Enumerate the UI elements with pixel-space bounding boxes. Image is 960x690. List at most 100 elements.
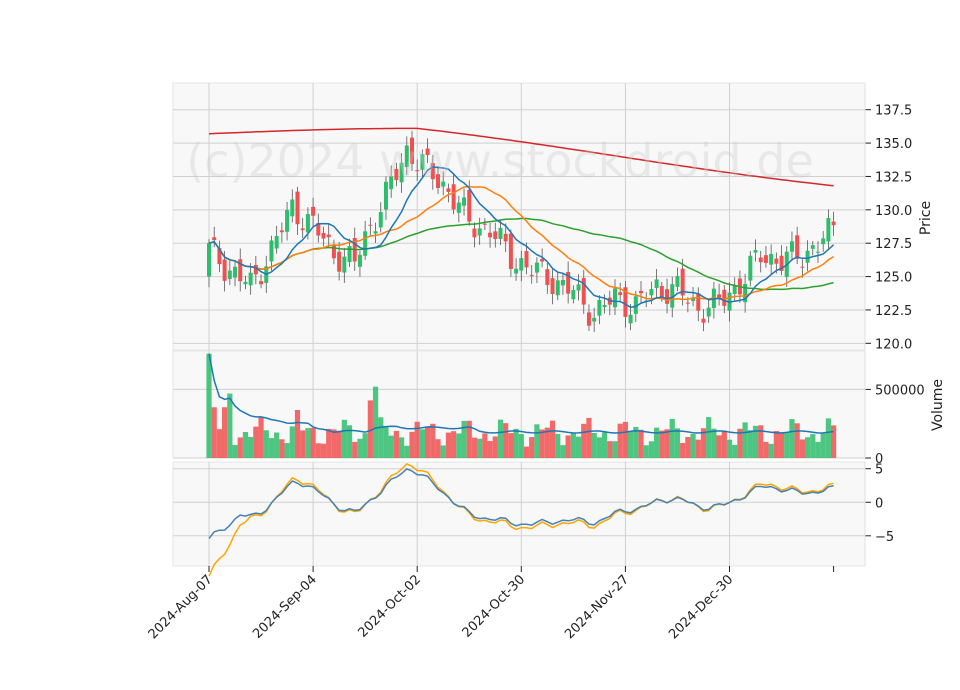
candle-body — [732, 285, 737, 294]
candle-body — [763, 255, 768, 263]
volume-bar — [674, 428, 681, 458]
volume-bar — [763, 441, 769, 458]
x-tick-label: 2024-Dec-30 — [666, 572, 736, 642]
volume-bar — [732, 444, 738, 458]
volume-bar — [497, 419, 504, 458]
volume-bar — [810, 434, 816, 458]
volume-bar — [237, 437, 243, 458]
candle-body — [519, 258, 524, 271]
volume-bar — [461, 420, 467, 458]
price-y-tick-label: 125.0 — [875, 271, 912, 286]
candle-body — [628, 314, 633, 324]
volume-bar — [357, 438, 363, 458]
candle-body — [810, 245, 815, 249]
x-tick-label: 2024-Aug-07 — [146, 572, 216, 642]
candle-body — [493, 231, 498, 239]
volume-bar — [456, 433, 462, 458]
volume-bar — [331, 429, 337, 458]
candle-body — [618, 292, 623, 296]
volume-bar — [372, 386, 379, 458]
candle-body — [779, 255, 784, 271]
candle-body — [758, 257, 763, 263]
candle-body — [665, 289, 670, 304]
candle-body — [696, 293, 701, 311]
volume-bar — [820, 433, 826, 458]
volume-bar — [664, 429, 670, 458]
volume-y-tick-label: 500000 — [875, 383, 925, 398]
volume-bar — [789, 419, 795, 458]
candle-body — [243, 281, 248, 285]
macd-panel-background — [172, 461, 866, 567]
candle-body — [571, 289, 576, 300]
volume-bar — [607, 441, 613, 458]
volume-bar — [721, 430, 727, 458]
volume-bar — [711, 428, 717, 458]
candle-body — [368, 224, 373, 226]
candle-body — [269, 240, 274, 262]
volume-bar — [419, 429, 426, 458]
volume-bar — [362, 433, 368, 458]
candle-body — [659, 286, 664, 297]
volume-bar — [284, 443, 290, 458]
candle-body — [670, 284, 675, 308]
candle-body — [706, 307, 711, 317]
volume-bar — [601, 432, 608, 458]
volume-bar — [586, 417, 592, 458]
price-y-tick-label: 127.5 — [875, 237, 912, 252]
candle-body — [259, 281, 264, 285]
macd-y-tick-label: 5 — [875, 463, 883, 478]
volume-bar — [622, 421, 628, 458]
volume-bar — [628, 431, 634, 458]
volume-bar — [539, 429, 545, 458]
candle-body — [805, 250, 810, 263]
volume-bar — [222, 407, 228, 458]
candle-body — [815, 251, 820, 253]
candle-body — [477, 228, 482, 236]
candle-body — [514, 268, 519, 274]
candle-body — [534, 262, 539, 273]
volume-bar — [477, 438, 483, 458]
volume-bar — [529, 437, 535, 458]
volume-bar — [294, 409, 301, 458]
volume-bar — [466, 420, 472, 458]
volume-bar — [768, 443, 774, 458]
candle-body — [482, 223, 487, 225]
volume-bar — [778, 432, 785, 458]
candle-body — [399, 162, 404, 183]
candle-body — [722, 289, 727, 306]
volume-bar — [471, 437, 478, 458]
volume-bar — [300, 430, 306, 458]
candle-body — [274, 236, 279, 249]
candle-body — [420, 154, 425, 170]
volume-bar — [742, 422, 748, 458]
candle-body — [430, 163, 435, 180]
candle-body — [425, 148, 430, 156]
volume-bar — [700, 428, 707, 458]
volume-ma-line — [208, 353, 834, 434]
volume-bar — [388, 435, 394, 458]
candle-body — [545, 269, 550, 285]
volume-bar — [430, 423, 436, 458]
volume-bar — [289, 426, 295, 458]
candle-body — [451, 184, 456, 210]
volume-bar — [346, 425, 353, 458]
candle-body — [769, 253, 774, 265]
x-tick-label: 2024-Sep-04 — [250, 572, 320, 642]
volume-bar — [737, 428, 743, 458]
candle-body — [363, 231, 368, 256]
candle-body — [409, 137, 414, 164]
volume-bar — [258, 417, 264, 458]
candle-body — [748, 255, 753, 281]
volume-bar — [425, 427, 431, 458]
candle-body — [540, 259, 545, 262]
volume-bar — [482, 433, 488, 458]
candle-body — [685, 302, 690, 304]
volume-bar — [773, 430, 779, 458]
candle-body — [649, 289, 654, 296]
candle-body — [248, 272, 253, 286]
candle-body — [821, 238, 826, 245]
candle-body — [753, 249, 758, 253]
volume-bar — [341, 419, 347, 458]
candle-body — [795, 235, 800, 259]
candle-body — [566, 271, 571, 294]
